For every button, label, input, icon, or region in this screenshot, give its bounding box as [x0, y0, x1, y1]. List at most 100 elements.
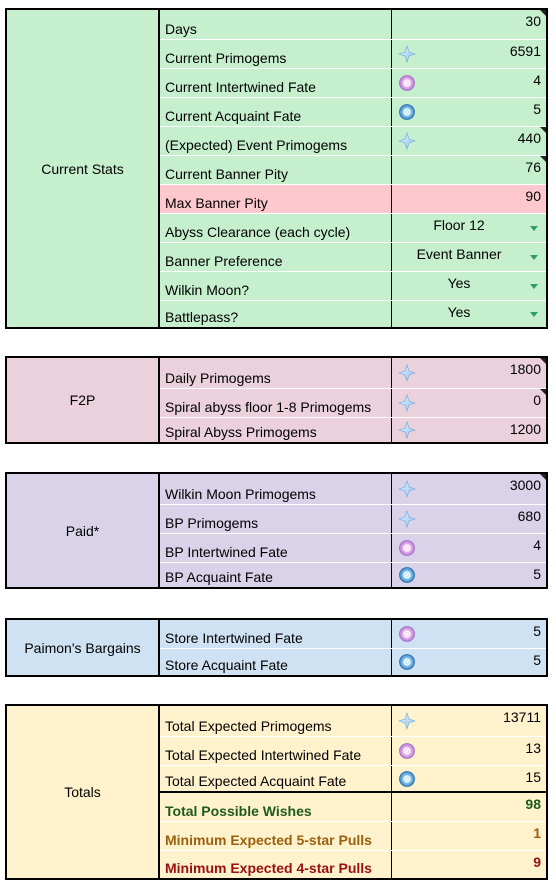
total-intertwined-cell[interactable]: 13 — [392, 737, 546, 765]
abyss-clearance-label: Abyss Clearance (each cycle) — [160, 214, 392, 242]
store-acquaint-value: 5 — [533, 652, 541, 668]
store-intertwined-label: Store Intertwined Fate — [160, 620, 392, 648]
row-store-intertwined: Store Intertwined Fate 5 — [160, 620, 546, 649]
daily-primogems-cell[interactable]: 1800 — [392, 358, 546, 388]
min-4-star-value[interactable]: 9 — [533, 854, 541, 870]
current-intertwined-cell[interactable]: 4 — [392, 69, 546, 97]
store-intertwined-cell[interactable]: 5 — [392, 620, 546, 648]
total-intertwined-label: Total Expected Intertwined Fate — [160, 737, 392, 765]
total-wishes-label: Total Possible Wishes — [160, 793, 392, 821]
wilkin-moon-primogems-cell[interactable]: 3000 — [392, 474, 546, 504]
wilkin-moon-dropdown[interactable]: Yes — [392, 272, 546, 300]
primogem-icon — [398, 421, 416, 439]
banner-preference-value: Event Banner — [416, 246, 502, 262]
bp-acquaint-cell[interactable]: 5 — [392, 563, 546, 587]
event-primogems-value: 440 — [517, 130, 541, 146]
battlepass-label: Battlepass? — [160, 301, 392, 327]
max-banner-pity-value[interactable]: 90 — [525, 188, 541, 204]
dropdown-arrow-icon[interactable] — [530, 312, 538, 317]
note-marker — [540, 10, 546, 16]
note-marker — [540, 358, 546, 364]
current-primogems-value: 6591 — [509, 43, 541, 59]
bp-intertwined-value: 4 — [533, 537, 541, 553]
row-battlepass: Battlepass? Yes — [160, 301, 546, 327]
spiral-abyss-value: 1200 — [509, 421, 541, 437]
row-days: Days 30 — [160, 10, 546, 40]
current-acquaint-value: 5 — [533, 101, 541, 117]
current-stats-section: Current Stats Days 30 Current Primogems … — [5, 8, 548, 329]
wilkin-moon-primogems-value: 3000 — [509, 477, 541, 493]
acquaint-fate-icon — [399, 104, 415, 120]
row-store-acquaint: Store Acquaint Fate 5 — [160, 649, 546, 675]
current-banner-pity-label: Current Banner Pity — [160, 156, 392, 184]
total-primogems-value: 13711 — [503, 709, 541, 725]
abyss-clearance-value: Floor 12 — [433, 217, 485, 233]
bp-acquaint-label: BP Acquaint Fate — [160, 563, 392, 587]
intertwined-fate-icon — [399, 540, 415, 556]
row-banner-preference: Banner Preference Event Banner — [160, 243, 546, 272]
max-banner-pity-label: Max Banner Pity — [160, 185, 392, 213]
total-primogems-cell[interactable]: 13711 — [392, 706, 546, 736]
daily-primogems-label: Daily Primogems — [160, 358, 392, 388]
store-acquaint-label: Store Acquaint Fate — [160, 649, 392, 675]
store-acquaint-cell[interactable]: 5 — [392, 649, 546, 675]
bp-intertwined-cell[interactable]: 4 — [392, 534, 546, 562]
banner-preference-dropdown[interactable]: Event Banner — [392, 243, 546, 271]
event-primogems-cell[interactable]: 440 — [392, 127, 546, 155]
event-primogems-label: (Expected) Event Primogems — [160, 127, 392, 155]
bp-primogems-value: 680 — [517, 508, 541, 524]
paid-label: Paid* — [7, 474, 160, 587]
current-acquaint-label: Current Acquaint Fate — [160, 98, 392, 126]
primogem-icon — [398, 394, 416, 412]
total-intertwined-value: 13 — [525, 740, 541, 756]
current-acquaint-cell[interactable]: 5 — [392, 98, 546, 126]
totals-section: Totals Total Expected Primogems 13711 To… — [5, 704, 548, 880]
current-stats-label: Current Stats — [7, 10, 160, 327]
primogem-icon — [398, 132, 416, 150]
dropdown-arrow-icon[interactable] — [530, 226, 538, 231]
row-event-primogems: (Expected) Event Primogems 440 — [160, 127, 546, 156]
spiral-1-8-cell[interactable]: 0 — [392, 389, 546, 417]
note-marker — [540, 474, 546, 480]
abyss-clearance-dropdown[interactable]: Floor 12 — [392, 214, 546, 242]
min-5-star-value[interactable]: 1 — [533, 825, 541, 841]
primogem-icon — [398, 45, 416, 63]
intertwined-fate-icon — [399, 626, 415, 642]
min-4-star-label: Minimum Expected 4-star Pulls — [160, 851, 392, 878]
battlepass-dropdown[interactable]: Yes — [392, 301, 546, 327]
spiral-abyss-cell[interactable]: 1200 — [392, 418, 546, 442]
row-current-banner-pity: Current Banner Pity 76 — [160, 156, 546, 185]
f2p-label: F2P — [7, 358, 160, 442]
spiral-1-8-value: 0 — [533, 392, 541, 408]
row-current-acquaint: Current Acquaint Fate 5 — [160, 98, 546, 127]
primogem-icon — [398, 480, 416, 498]
days-label: Days — [160, 10, 392, 39]
current-primogems-label: Current Primogems — [160, 40, 392, 68]
row-total-intertwined: Total Expected Intertwined Fate 13 — [160, 737, 546, 766]
primogem-icon — [398, 364, 416, 382]
row-daily-primogems: Daily Primogems 1800 — [160, 358, 546, 389]
paimons-bargains-label: Paimon's Bargains — [7, 620, 160, 675]
days-value[interactable]: 30 — [525, 13, 541, 29]
primogem-icon — [398, 712, 416, 730]
dropdown-arrow-icon[interactable] — [530, 255, 538, 260]
row-current-intertwined: Current Intertwined Fate 4 — [160, 69, 546, 98]
row-spiral-1-8: Spiral abyss floor 1-8 Primogems 0 — [160, 389, 546, 418]
bp-primogems-cell[interactable]: 680 — [392, 505, 546, 533]
banner-preference-label: Banner Preference — [160, 243, 392, 271]
total-wishes-value[interactable]: 98 — [525, 796, 541, 812]
note-marker — [540, 127, 546, 133]
daily-primogems-value: 1800 — [509, 361, 541, 377]
current-primogems-cell[interactable]: 6591 — [392, 40, 546, 68]
row-bp-intertwined: BP Intertwined Fate 4 — [160, 534, 546, 563]
row-abyss-clearance: Abyss Clearance (each cycle) Floor 12 — [160, 214, 546, 243]
dropdown-arrow-icon[interactable] — [530, 284, 538, 289]
acquaint-fate-icon — [399, 654, 415, 670]
total-acquaint-cell[interactable]: 15 — [392, 766, 546, 791]
spiral-1-8-label: Spiral abyss floor 1-8 Primogems — [160, 389, 392, 417]
spiral-abyss-label: Spiral Abyss Primogems — [160, 418, 392, 442]
current-banner-pity-value[interactable]: 76 — [525, 159, 541, 175]
wilkin-moon-primogems-label: Wilkin Moon Primogems — [160, 474, 392, 504]
total-primogems-label: Total Expected Primogems — [160, 706, 392, 736]
row-total-acquaint: Total Expected Acquaint Fate 15 — [160, 766, 546, 793]
